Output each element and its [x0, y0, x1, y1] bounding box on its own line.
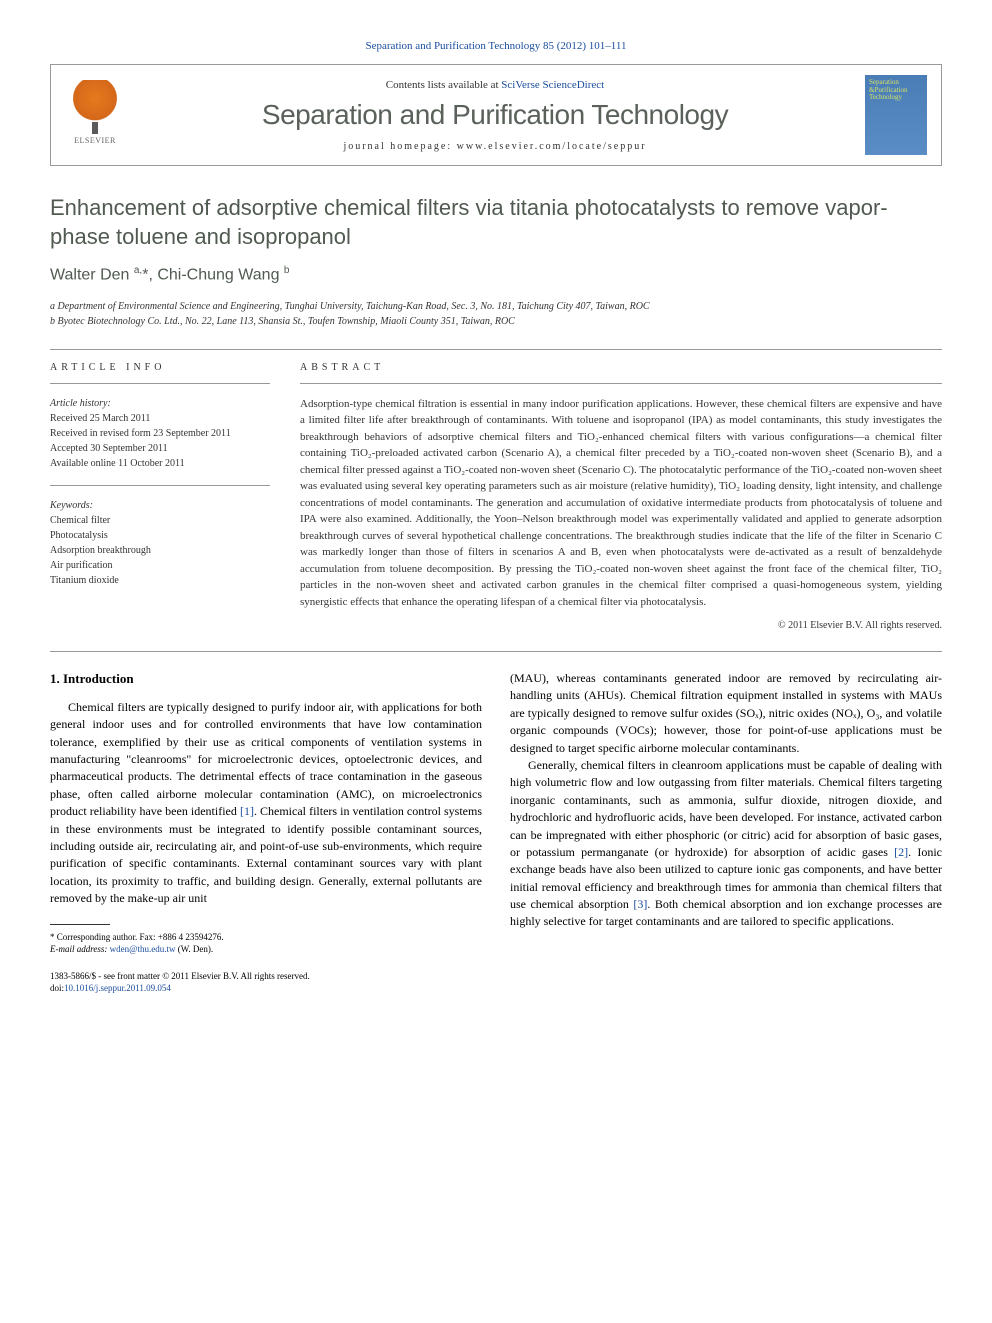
divider	[50, 349, 942, 350]
affiliation-b: b Byotec Biotechnology Co. Ltd., No. 22,…	[50, 314, 942, 329]
journal-homepage-line: journal homepage: www.elsevier.com/locat…	[125, 141, 865, 152]
authors: Walter Den a,*, Chi-Chung Wang b	[50, 265, 942, 284]
divider	[50, 485, 270, 486]
abstract-column: ABSTRACT Adsorption-type chemical filtra…	[300, 362, 942, 632]
divider	[50, 383, 270, 384]
info-abstract-row: ARTICLE INFO Article history: Received 2…	[50, 362, 942, 632]
body-right-column: (MAU), whereas contaminants generated in…	[510, 670, 942, 995]
keyword: Photocatalysis	[50, 528, 270, 543]
keywords-block: Keywords: Chemical filter Photocatalysis…	[50, 498, 270, 588]
keyword: Titanium dioxide	[50, 573, 270, 588]
abstract-heading: ABSTRACT	[300, 362, 942, 373]
divider	[50, 651, 942, 652]
reference-link[interactable]: [3]	[633, 897, 647, 911]
contents-available-line: Contents lists available at SciVerse Sci…	[125, 79, 865, 91]
body-columns: 1. Introduction Chemical filters are typ…	[50, 670, 942, 995]
journal-name: Separation and Purification Technology	[125, 99, 865, 131]
reference-link[interactable]: [1]	[240, 804, 254, 818]
body-left-column: 1. Introduction Chemical filters are typ…	[50, 670, 482, 995]
article-info-column: ARTICLE INFO Article history: Received 2…	[50, 362, 270, 632]
reference-link[interactable]: [2]	[894, 845, 908, 859]
body-paragraph: Generally, chemical filters in cleanroom…	[510, 757, 942, 931]
affiliations: a Department of Environmental Science an…	[50, 299, 942, 329]
abstract-copyright: © 2011 Elsevier B.V. All rights reserved…	[300, 620, 942, 631]
abstract-text: Adsorption-type chemical filtration is e…	[300, 396, 942, 611]
affiliation-a: a Department of Environmental Science an…	[50, 299, 942, 314]
article-info-heading: ARTICLE INFO	[50, 362, 270, 373]
footnote-separator	[50, 924, 110, 925]
article-history: Article history: Received 25 March 2011 …	[50, 396, 270, 471]
keyword: Adsorption breakthrough	[50, 543, 270, 558]
publisher-logo: ELSEVIER	[65, 80, 125, 150]
introduction-heading: 1. Introduction	[50, 670, 482, 689]
elsevier-tree-icon	[72, 80, 118, 126]
homepage-url[interactable]: www.elsevier.com/locate/seppur	[457, 141, 647, 152]
keyword: Chemical filter	[50, 513, 270, 528]
body-paragraph: Chemical filters are typically designed …	[50, 699, 482, 908]
author-email-link[interactable]: wden@thu.edu.tw	[110, 944, 176, 954]
keyword: Air purification	[50, 558, 270, 573]
footer-meta: 1383-5866/$ - see front matter © 2011 El…	[50, 970, 482, 995]
journal-cover-thumbnail: Separation &Purification Technology	[865, 75, 927, 155]
publisher-name: ELSEVIER	[74, 136, 116, 145]
citation-link[interactable]: Separation and Purification Technology 8…	[366, 40, 627, 52]
journal-header-box: ELSEVIER Contents lists available at Sci…	[50, 64, 942, 166]
header-center: Contents lists available at SciVerse Sci…	[125, 79, 865, 152]
corresponding-author-footnote: * Corresponding author. Fax: +886 4 2359…	[50, 931, 482, 956]
sciencedirect-link[interactable]: SciVerse ScienceDirect	[501, 79, 604, 91]
divider	[300, 383, 942, 384]
body-paragraph: (MAU), whereas contaminants generated in…	[510, 670, 942, 757]
doi-link[interactable]: 10.1016/j.seppur.2011.09.054	[64, 983, 171, 993]
header-citation: Separation and Purification Technology 8…	[50, 40, 942, 52]
article-title: Enhancement of adsorptive chemical filte…	[50, 194, 942, 251]
